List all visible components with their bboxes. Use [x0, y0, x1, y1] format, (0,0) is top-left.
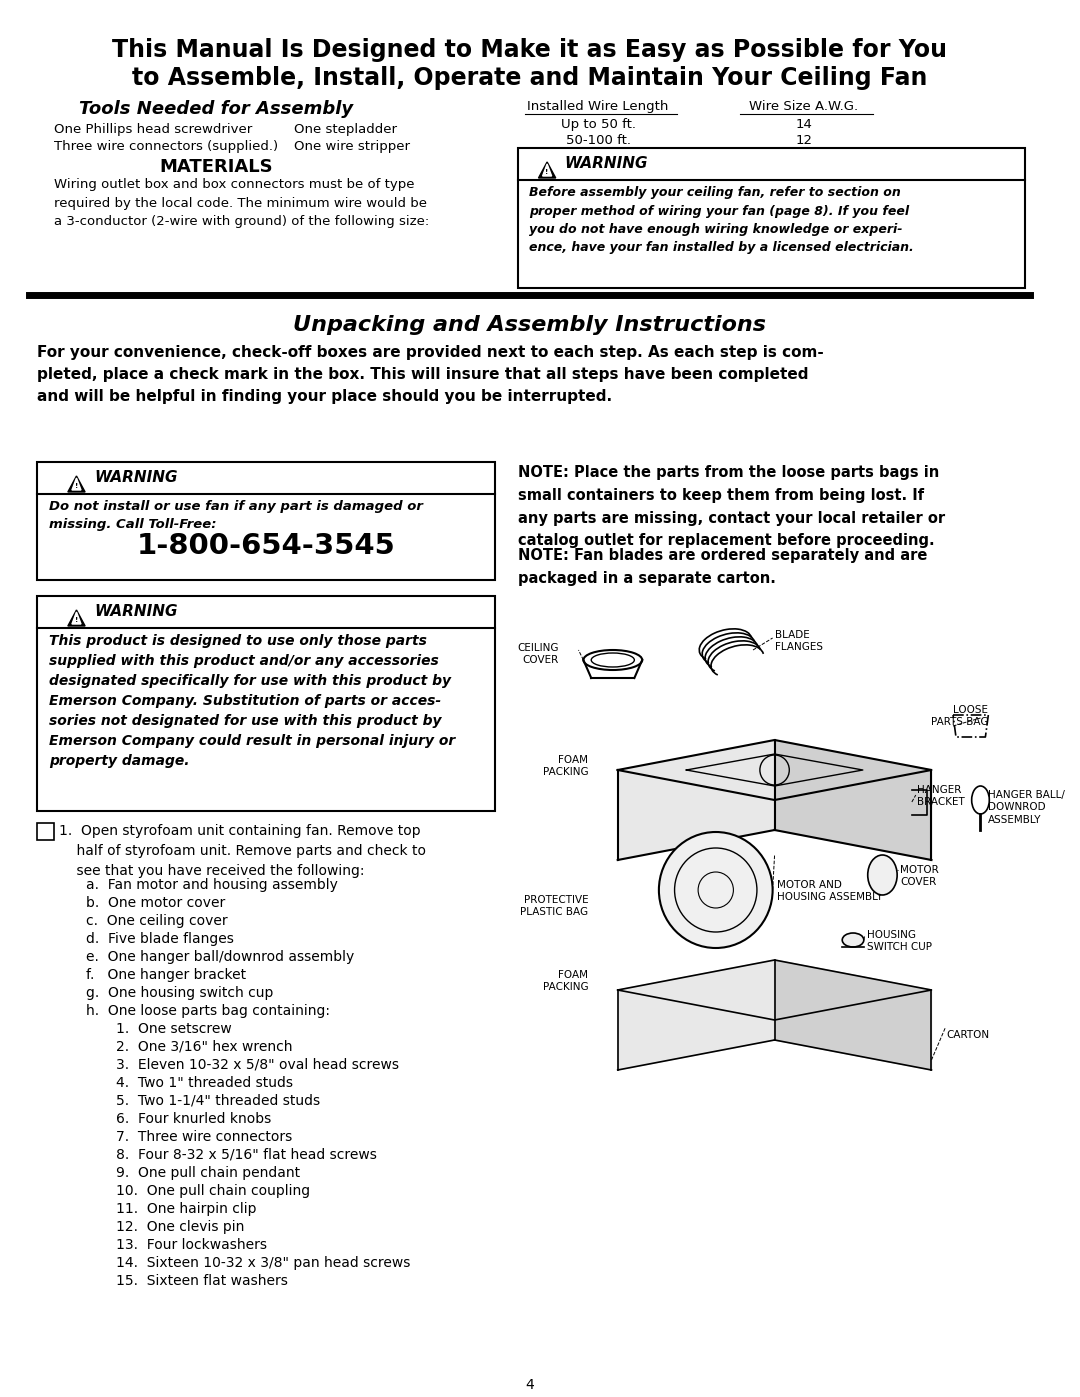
Bar — [37, 462, 495, 580]
Text: Up to 50 ft.: Up to 50 ft. — [561, 117, 636, 131]
Text: !: ! — [75, 617, 78, 623]
Text: f.   One hanger bracket: f. One hanger bracket — [86, 968, 246, 982]
Text: 50-100 ft.: 50-100 ft. — [566, 134, 631, 147]
Text: 4.  Two 1" threaded studs: 4. Two 1" threaded studs — [116, 1076, 293, 1090]
Ellipse shape — [867, 855, 897, 895]
Text: 3.  Eleven 10-32 x 5/8" oval head screws: 3. Eleven 10-32 x 5/8" oval head screws — [116, 1058, 399, 1071]
Text: CARTON: CARTON — [946, 1030, 989, 1039]
Text: FOAM
PACKING: FOAM PACKING — [542, 970, 589, 992]
Text: HANGER BALL/
DOWNROD
ASSEMBLY: HANGER BALL/ DOWNROD ASSEMBLY — [988, 789, 1065, 824]
Text: CEILING
COVER: CEILING COVER — [517, 643, 558, 665]
Text: HANGER
BRACKET: HANGER BRACKET — [917, 785, 964, 807]
Text: WARNING: WARNING — [94, 469, 177, 485]
Bar — [37, 823, 54, 840]
Text: 14: 14 — [796, 117, 812, 131]
Text: 13.  Four lockwashers: 13. Four lockwashers — [116, 1238, 267, 1252]
Ellipse shape — [842, 933, 864, 947]
Circle shape — [659, 833, 772, 949]
Text: 12: 12 — [796, 134, 812, 147]
Text: 9.  One pull chain pendant: 9. One pull chain pendant — [116, 1166, 300, 1180]
Text: 6.  Four knurled knobs: 6. Four knurled knobs — [116, 1112, 271, 1126]
Text: Do not install or use fan if any part is damaged or
missing. Call Toll-Free:: Do not install or use fan if any part is… — [49, 500, 423, 531]
Text: Installed Wire Length: Installed Wire Length — [527, 101, 669, 113]
Text: LOOSE
PARTS BAG: LOOSE PARTS BAG — [931, 705, 988, 728]
Text: c.  One ceiling cover: c. One ceiling cover — [86, 914, 228, 928]
Text: Wire Size A.W.G.: Wire Size A.W.G. — [750, 101, 859, 113]
Text: HOUSING
SWITCH CUP: HOUSING SWITCH CUP — [867, 930, 932, 953]
Polygon shape — [774, 960, 931, 1070]
Text: This Manual Is Designed to Make it as Easy as Possible for You: This Manual Is Designed to Make it as Ea… — [112, 38, 947, 61]
Text: 11.  One hairpin clip: 11. One hairpin clip — [116, 1201, 256, 1215]
Text: MOTOR AND
HOUSING ASSEMBLY: MOTOR AND HOUSING ASSEMBLY — [777, 880, 882, 902]
Bar — [517, 148, 1025, 288]
Text: 1.  One setscrew: 1. One setscrew — [116, 1023, 231, 1037]
Polygon shape — [774, 740, 931, 861]
Text: 2.  One 3/16" hex wrench: 2. One 3/16" hex wrench — [116, 1039, 293, 1053]
Text: MATERIALS: MATERIALS — [159, 158, 272, 176]
Polygon shape — [68, 610, 85, 626]
Text: Wiring outlet box and box connectors must be of type
required by the local code.: Wiring outlet box and box connectors mus… — [54, 177, 429, 228]
Text: FOAM
PACKING: FOAM PACKING — [542, 754, 589, 777]
Text: NOTE: Fan blades are ordered separately and are
packaged in a separate carton.: NOTE: Fan blades are ordered separately … — [517, 548, 927, 585]
Polygon shape — [618, 960, 774, 1070]
Text: !: ! — [75, 483, 78, 489]
Polygon shape — [618, 960, 931, 1020]
Text: BLADE
FLANGES: BLADE FLANGES — [774, 630, 823, 652]
Polygon shape — [72, 478, 81, 490]
Text: 4: 4 — [525, 1377, 534, 1391]
Text: b.  One motor cover: b. One motor cover — [86, 895, 226, 909]
Text: 15.  Sixteen flat washers: 15. Sixteen flat washers — [116, 1274, 287, 1288]
Text: 10.  One pull chain coupling: 10. One pull chain coupling — [116, 1185, 310, 1199]
Text: d.  Five blade flanges: d. Five blade flanges — [86, 932, 234, 946]
Text: to Assemble, Install, Operate and Maintain Your Ceiling Fan: to Assemble, Install, Operate and Mainta… — [132, 66, 927, 89]
Text: WARNING: WARNING — [565, 156, 648, 170]
Text: 5.  Two 1-1/4" threaded studs: 5. Two 1-1/4" threaded studs — [116, 1094, 320, 1108]
Text: 1-800-654-3545: 1-800-654-3545 — [137, 532, 395, 560]
Text: g.  One housing switch cup: g. One housing switch cup — [86, 986, 273, 1000]
Bar — [37, 597, 495, 812]
Text: Before assembly your ceiling fan, refer to section on
proper method of wiring yo: Before assembly your ceiling fan, refer … — [529, 186, 914, 254]
Text: !: ! — [545, 169, 549, 175]
Text: NOTE: Place the parts from the loose parts bags in
small containers to keep them: NOTE: Place the parts from the loose par… — [517, 465, 945, 549]
Text: Unpacking and Assembly Instructions: Unpacking and Assembly Instructions — [293, 314, 766, 335]
Text: e.  One hanger ball/downrod assembly: e. One hanger ball/downrod assembly — [86, 950, 354, 964]
Text: WARNING: WARNING — [94, 604, 177, 619]
Text: 7.  Three wire connectors: 7. Three wire connectors — [116, 1130, 292, 1144]
Text: One Phillips head screwdriver: One Phillips head screwdriver — [54, 123, 252, 136]
Polygon shape — [618, 740, 931, 800]
Text: 14.  Sixteen 10-32 x 3/8" pan head screws: 14. Sixteen 10-32 x 3/8" pan head screws — [116, 1256, 410, 1270]
Text: One stepladder: One stepladder — [294, 123, 397, 136]
Polygon shape — [539, 162, 556, 177]
Text: For your convenience, check-off boxes are provided next to each step. As each st: For your convenience, check-off boxes ar… — [37, 345, 824, 404]
Text: MOTOR
COVER: MOTOR COVER — [900, 865, 939, 887]
Text: h.  One loose parts bag containing:: h. One loose parts bag containing: — [86, 1004, 330, 1018]
Text: 12.  One clevis pin: 12. One clevis pin — [116, 1220, 244, 1234]
Text: Three wire connectors (supplied.): Three wire connectors (supplied.) — [54, 140, 278, 154]
Polygon shape — [542, 163, 552, 176]
Text: 8.  Four 8-32 x 5/16" flat head screws: 8. Four 8-32 x 5/16" flat head screws — [116, 1148, 377, 1162]
Text: One wire stripper: One wire stripper — [294, 140, 410, 154]
Text: PROTECTIVE
PLASTIC BAG: PROTECTIVE PLASTIC BAG — [521, 895, 589, 918]
Text: 1.  Open styrofoam unit containing fan. Remove top
    half of styrofoam unit. R: 1. Open styrofoam unit containing fan. R… — [58, 824, 426, 879]
Polygon shape — [72, 612, 81, 624]
Text: This product is designed to use only those parts
supplied with this product and/: This product is designed to use only tho… — [49, 634, 456, 768]
Text: a.  Fan motor and housing assembly: a. Fan motor and housing assembly — [86, 877, 338, 893]
Text: Tools Needed for Assembly: Tools Needed for Assembly — [79, 101, 353, 117]
Polygon shape — [618, 740, 774, 861]
Polygon shape — [68, 476, 85, 492]
